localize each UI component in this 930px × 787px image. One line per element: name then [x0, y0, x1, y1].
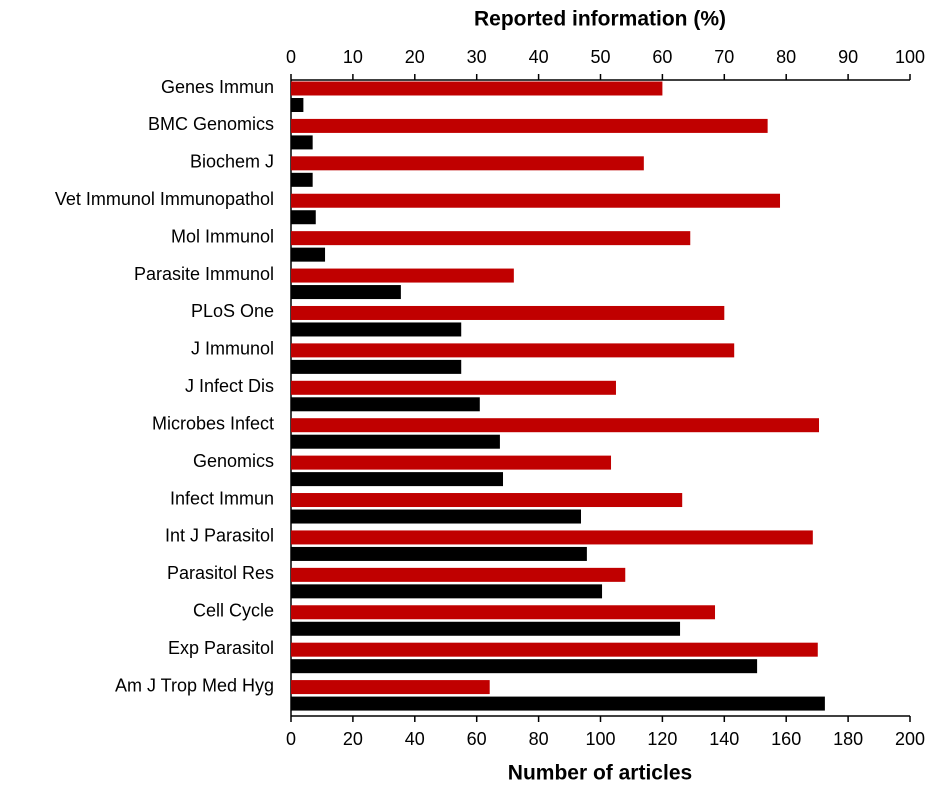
y-tick-label: Genes Immun	[161, 77, 274, 97]
x-axis-title: Number of articles	[508, 762, 692, 785]
bar	[291, 359, 462, 374]
y-tick-label: J Infect Dis	[185, 376, 274, 396]
x2-tick-label: 10	[343, 47, 363, 67]
bar	[291, 621, 681, 636]
x2-tick-label: 90	[838, 47, 858, 67]
x2-tick-label: 40	[529, 47, 549, 67]
x-tick-label: 60	[467, 729, 487, 749]
y-tick-label: Cell Cycle	[193, 601, 274, 621]
bar	[291, 247, 326, 262]
bar	[291, 584, 603, 599]
bar	[291, 696, 825, 711]
bar	[291, 193, 781, 208]
y-tick-label: BMC Genomics	[148, 114, 274, 134]
bar	[291, 567, 626, 582]
y-tick-label: Parasitol Res	[167, 563, 274, 583]
bar	[291, 343, 735, 358]
bar	[291, 530, 813, 545]
bar	[291, 135, 313, 150]
y-tick-label: Parasite Immunol	[134, 264, 274, 284]
bar	[291, 680, 490, 695]
bar	[291, 455, 612, 470]
y-tick-label: Vet Immunol Immunopathol	[55, 189, 274, 209]
x2-tick-label: 20	[405, 47, 425, 67]
x2-tick-label: 60	[652, 47, 672, 67]
x-tick-label: 40	[405, 729, 425, 749]
x-tick-label: 20	[343, 729, 363, 749]
bar	[291, 210, 316, 225]
bar	[291, 268, 514, 283]
x2-tick-label: 70	[714, 47, 734, 67]
x-tick-label: 160	[771, 729, 801, 749]
bar	[291, 172, 313, 187]
x-tick-label: 140	[709, 729, 739, 749]
y-tick-label: PLoS One	[191, 301, 274, 321]
y-tick-label: Am J Trop Med Hyg	[115, 675, 274, 695]
bar	[291, 509, 582, 524]
y-tick-label: Mol Immunol	[171, 226, 274, 246]
y-tick-label: Biochem J	[190, 152, 274, 172]
bar	[291, 472, 504, 487]
bar	[291, 118, 768, 133]
bar	[291, 305, 725, 320]
x2-tick-label: 80	[776, 47, 796, 67]
x2-tick-label: 100	[895, 47, 925, 67]
y-tick-label: Microbes Infect	[152, 413, 274, 433]
x2-tick-label: 50	[590, 47, 610, 67]
bar	[291, 434, 500, 449]
bar	[291, 156, 644, 171]
bar	[291, 642, 818, 657]
x-tick-label: 200	[895, 729, 925, 749]
bar	[291, 659, 758, 674]
bar	[291, 605, 716, 620]
bar	[291, 322, 462, 337]
x-tick-label: 100	[585, 729, 615, 749]
bar	[291, 285, 401, 300]
x-tick-label: 120	[647, 729, 677, 749]
y-tick-label: Infect Immun	[170, 488, 274, 508]
bar	[291, 546, 587, 561]
x2-tick-label: 0	[286, 47, 296, 67]
x-tick-label: 180	[833, 729, 863, 749]
bar	[291, 418, 820, 433]
x-tick-label: 0	[286, 729, 296, 749]
y-tick-label: Genomics	[193, 451, 274, 471]
bar	[291, 81, 663, 96]
y-tick-label: J Immunol	[191, 339, 274, 359]
bar	[291, 397, 480, 412]
y-tick-label: Exp Parasitol	[168, 638, 274, 658]
bar	[291, 231, 691, 246]
bar	[291, 98, 304, 112]
x2-axis-title: Reported information (%)	[474, 8, 726, 31]
y-tick-label: Int J Parasitol	[165, 526, 274, 546]
bar	[291, 493, 683, 508]
x-tick-label: 80	[529, 729, 549, 749]
x2-tick-label: 30	[467, 47, 487, 67]
bar	[291, 380, 616, 395]
